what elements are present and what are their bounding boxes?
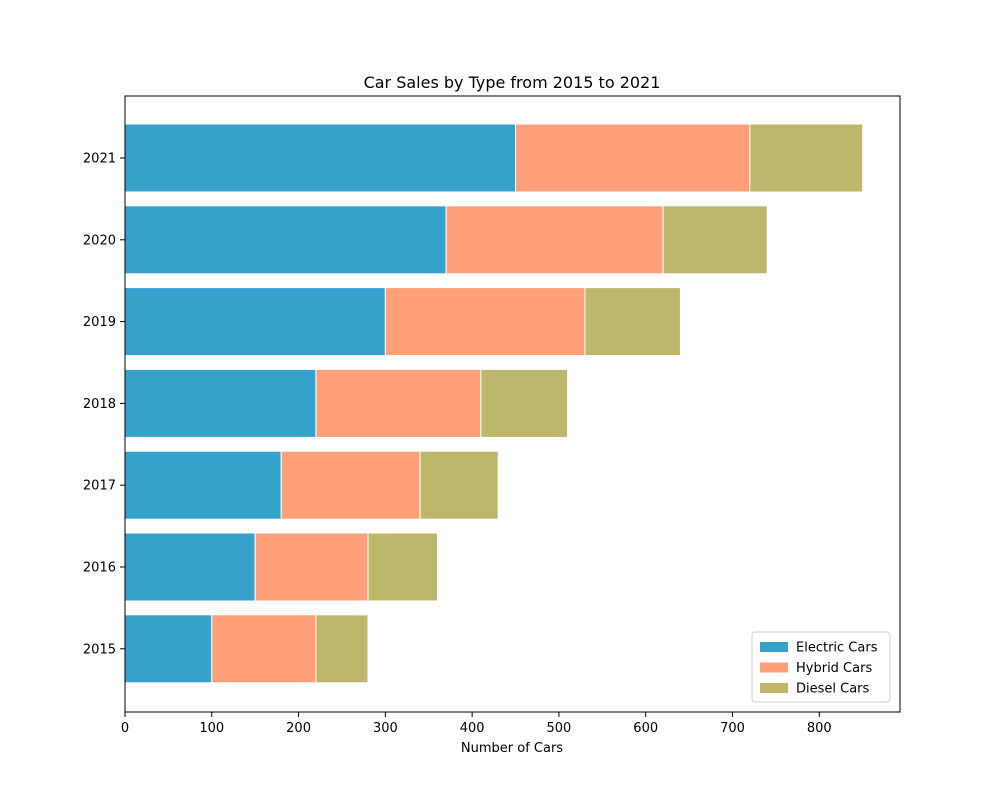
x-axis-label: Number of Cars bbox=[461, 741, 563, 756]
bar-electric-cars-2016 bbox=[124, 532, 256, 602]
legend-label: Electric Cars bbox=[796, 641, 878, 656]
bar-diesel-cars-2015 bbox=[315, 614, 369, 684]
bar-electric-cars-2017 bbox=[124, 450, 282, 520]
x-tick-label: 100 bbox=[199, 721, 224, 736]
bar-electric-cars-2020 bbox=[124, 205, 447, 275]
bar-diesel-cars-2017 bbox=[419, 450, 499, 520]
bar-diesel-cars-2021 bbox=[749, 123, 864, 193]
bar-hybrid-cars-2020 bbox=[445, 205, 664, 275]
y-tick-label: 2020 bbox=[83, 233, 116, 248]
legend-swatch bbox=[760, 662, 788, 673]
bar-hybrid-cars-2019 bbox=[384, 287, 586, 357]
bar-hybrid-cars-2015 bbox=[211, 614, 317, 684]
bar-electric-cars-2015 bbox=[124, 614, 213, 684]
plot-frame bbox=[124, 95, 901, 713]
x-tick-label: 200 bbox=[286, 721, 311, 736]
x-tick-label: 600 bbox=[633, 721, 658, 736]
x-tick-label: 500 bbox=[547, 721, 572, 736]
chart-title: Car Sales by Type from 2015 to 2021 bbox=[364, 73, 661, 92]
y-tick-label: 2019 bbox=[83, 315, 116, 330]
bars-layer bbox=[124, 123, 864, 684]
bar-hybrid-cars-2017 bbox=[280, 450, 421, 520]
bar-diesel-cars-2018 bbox=[480, 368, 569, 438]
x-tick-label: 300 bbox=[373, 721, 398, 736]
y-tick-label: 2018 bbox=[83, 397, 116, 412]
bar-hybrid-cars-2018 bbox=[315, 368, 482, 438]
x-axis: 0 100 200 300 400 500 600 700 800 bbox=[121, 712, 832, 736]
bar-electric-cars-2019 bbox=[124, 287, 386, 357]
legend-label: Hybrid Cars bbox=[796, 661, 872, 676]
y-tick-label: 2017 bbox=[83, 479, 116, 494]
bar-diesel-cars-2016 bbox=[367, 532, 438, 602]
y-tick-label: 2021 bbox=[83, 152, 116, 167]
y-axis: 2015 2016 2017 2018 2019 2020 2021 bbox=[83, 152, 125, 657]
bar-electric-cars-2018 bbox=[124, 368, 317, 438]
bar-electric-cars-2021 bbox=[124, 123, 517, 193]
x-tick-label: 800 bbox=[807, 721, 832, 736]
y-tick-label: 2015 bbox=[83, 642, 116, 657]
x-tick-label: 400 bbox=[460, 721, 485, 736]
legend-label: Diesel Cars bbox=[796, 682, 870, 697]
bar-hybrid-cars-2016 bbox=[254, 532, 369, 602]
legend-swatch bbox=[760, 683, 788, 693]
y-tick-label: 2016 bbox=[83, 561, 116, 576]
legend: Electric Cars Hybrid Cars Diesel Cars bbox=[751, 631, 891, 703]
x-tick-label: 0 bbox=[121, 721, 129, 736]
bar-diesel-cars-2020 bbox=[662, 205, 768, 275]
legend-swatch bbox=[760, 642, 788, 652]
bar-diesel-cars-2019 bbox=[584, 287, 681, 357]
x-tick-label: 700 bbox=[720, 721, 745, 736]
bar-hybrid-cars-2021 bbox=[515, 123, 751, 193]
